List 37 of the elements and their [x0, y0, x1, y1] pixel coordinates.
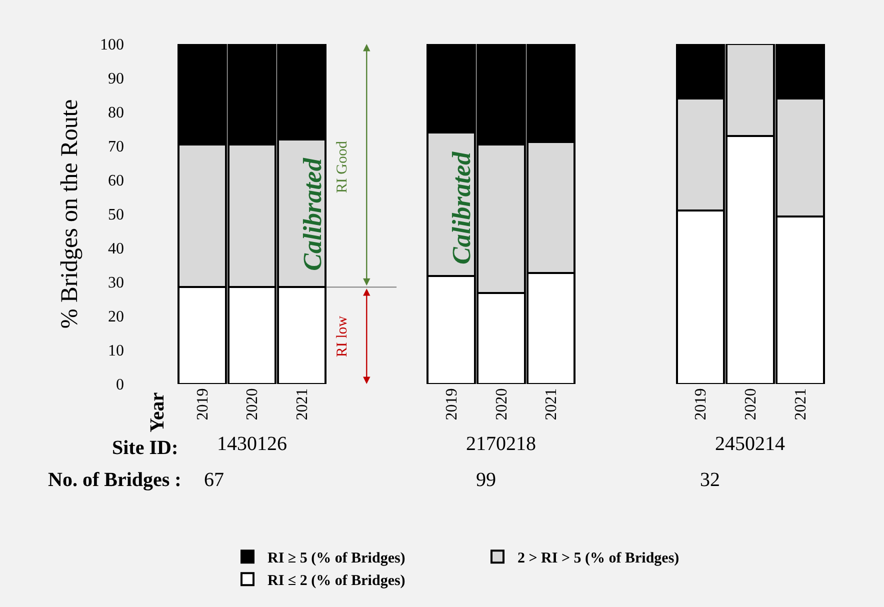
text: 2170218	[466, 433, 536, 455]
x-tick-label: 2021	[543, 388, 560, 420]
text: Year	[146, 392, 168, 432]
text: 99	[476, 469, 496, 491]
legend-label: RI ≤ 2 (% of Bridges)	[268, 573, 406, 589]
text: No. of Bridges :	[48, 469, 182, 491]
x-tick-label: 2021	[294, 388, 312, 420]
y-tick-label: 0	[116, 376, 124, 394]
y-axis-title: % Bridges on the Route	[57, 99, 84, 329]
text: 2450214	[715, 433, 785, 455]
x-tick-label: 2019	[692, 388, 710, 420]
x-tick-label: 2019	[194, 388, 212, 420]
x-tick-label: 2019	[444, 388, 461, 420]
y-tick-label: 70	[108, 138, 124, 156]
annotation: Calibrated	[447, 150, 476, 265]
y-tick-label: 20	[108, 308, 124, 326]
y-tick-label: 10	[108, 342, 124, 360]
x-tick-label: 2020	[742, 388, 760, 420]
y-tick-label: 40	[108, 240, 124, 258]
x-tick-label: 2020	[493, 388, 510, 420]
annotation: RI Good	[334, 140, 350, 194]
y-tick-label: 80	[108, 104, 124, 122]
text: Site ID:	[112, 437, 178, 459]
annotation: Calibrated	[298, 157, 327, 271]
annotation: RI low	[334, 316, 350, 358]
legend-label: 2 > RI > 5 (% of Bridges)	[518, 550, 680, 566]
y-tick-label: 100	[100, 36, 124, 54]
x-tick-label: 2020	[244, 388, 262, 420]
text: 67	[204, 469, 224, 491]
y-tick-label: 60	[108, 172, 124, 190]
y-tick-label: 90	[108, 70, 124, 88]
x-tick-label: 2021	[792, 388, 810, 420]
text: 32	[700, 469, 720, 491]
y-tick-label: 30	[108, 274, 124, 292]
text: 1430126	[217, 433, 287, 455]
legend-label: RI ≥ 5 (% of Bridges)	[268, 550, 406, 566]
y-tick-label: 50	[108, 206, 124, 224]
